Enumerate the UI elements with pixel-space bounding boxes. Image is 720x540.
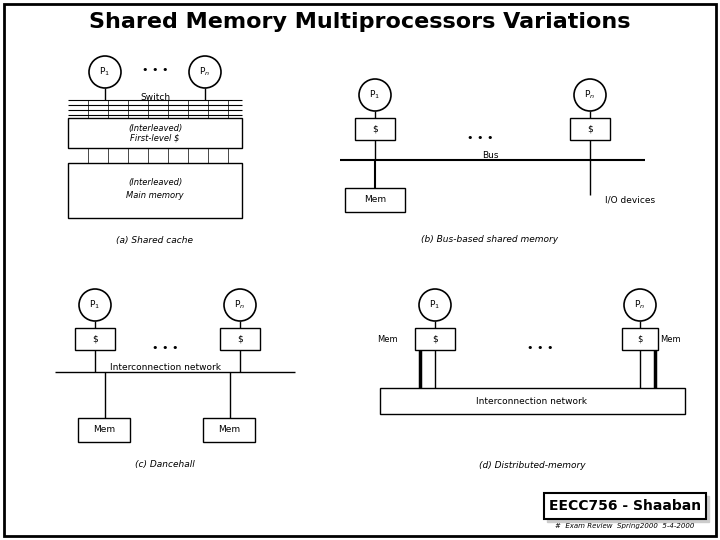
Text: Interconnection network: Interconnection network xyxy=(477,396,588,406)
Bar xyxy=(203,418,255,442)
Circle shape xyxy=(224,289,256,321)
Text: Main memory: Main memory xyxy=(126,191,184,199)
Text: (c) Dancehall: (c) Dancehall xyxy=(135,461,195,469)
Text: P$_1$: P$_1$ xyxy=(99,66,110,78)
Bar xyxy=(345,188,405,212)
Text: $: $ xyxy=(237,334,243,343)
Bar xyxy=(355,118,395,140)
Text: (b) Bus-based shared memory: (b) Bus-based shared memory xyxy=(421,235,559,245)
Bar xyxy=(68,163,242,218)
Text: Mem: Mem xyxy=(660,334,680,343)
Text: I/O devices: I/O devices xyxy=(605,195,655,205)
Circle shape xyxy=(419,289,451,321)
Text: P$_1$: P$_1$ xyxy=(89,299,101,311)
Text: $: $ xyxy=(587,125,593,133)
Text: • • •: • • • xyxy=(527,343,553,353)
Text: P$_1$: P$_1$ xyxy=(369,89,380,102)
Text: Interconnection network: Interconnection network xyxy=(109,363,220,373)
Text: (Interleaved): (Interleaved) xyxy=(128,179,182,187)
Text: (a) Shared cache: (a) Shared cache xyxy=(117,235,194,245)
Text: Mem: Mem xyxy=(218,426,240,435)
Circle shape xyxy=(89,56,121,88)
Bar xyxy=(78,418,130,442)
Text: #  Exam Review  Spring2000  5-4-2000: # Exam Review Spring2000 5-4-2000 xyxy=(555,523,695,529)
Text: Bus: Bus xyxy=(482,151,498,159)
Text: P$_n$: P$_n$ xyxy=(634,299,646,311)
Text: $: $ xyxy=(637,334,643,343)
Text: • • •: • • • xyxy=(142,65,168,75)
Text: EECC756 - Shaaban: EECC756 - Shaaban xyxy=(549,499,701,513)
Text: Mem: Mem xyxy=(93,426,115,435)
Bar xyxy=(415,328,455,350)
Text: P$_n$: P$_n$ xyxy=(585,89,595,102)
Circle shape xyxy=(189,56,221,88)
Text: (d) Distributed-memory: (d) Distributed-memory xyxy=(479,461,585,469)
Circle shape xyxy=(574,79,606,111)
Text: • • •: • • • xyxy=(152,343,179,353)
Circle shape xyxy=(624,289,656,321)
Circle shape xyxy=(359,79,391,111)
Text: P$_n$: P$_n$ xyxy=(199,66,210,78)
Text: Mem: Mem xyxy=(377,334,398,343)
Bar xyxy=(68,118,242,148)
Text: (Interleaved): (Interleaved) xyxy=(128,124,182,132)
Bar xyxy=(622,328,658,350)
Text: Mem: Mem xyxy=(364,195,386,205)
Text: Switch: Switch xyxy=(140,92,170,102)
Bar xyxy=(75,328,115,350)
Bar xyxy=(544,493,706,519)
Bar xyxy=(547,496,709,522)
Bar xyxy=(570,118,610,140)
Bar xyxy=(380,388,685,414)
Text: P$_1$: P$_1$ xyxy=(430,299,441,311)
Circle shape xyxy=(79,289,111,321)
Text: Shared Memory Multiprocessors Variations: Shared Memory Multiprocessors Variations xyxy=(89,12,631,32)
Bar xyxy=(220,328,260,350)
Text: $: $ xyxy=(372,125,378,133)
Text: $: $ xyxy=(92,334,98,343)
Text: • • •: • • • xyxy=(467,133,493,143)
Text: First-level $: First-level $ xyxy=(130,133,180,143)
Text: P$_n$: P$_n$ xyxy=(235,299,246,311)
Text: $: $ xyxy=(432,334,438,343)
